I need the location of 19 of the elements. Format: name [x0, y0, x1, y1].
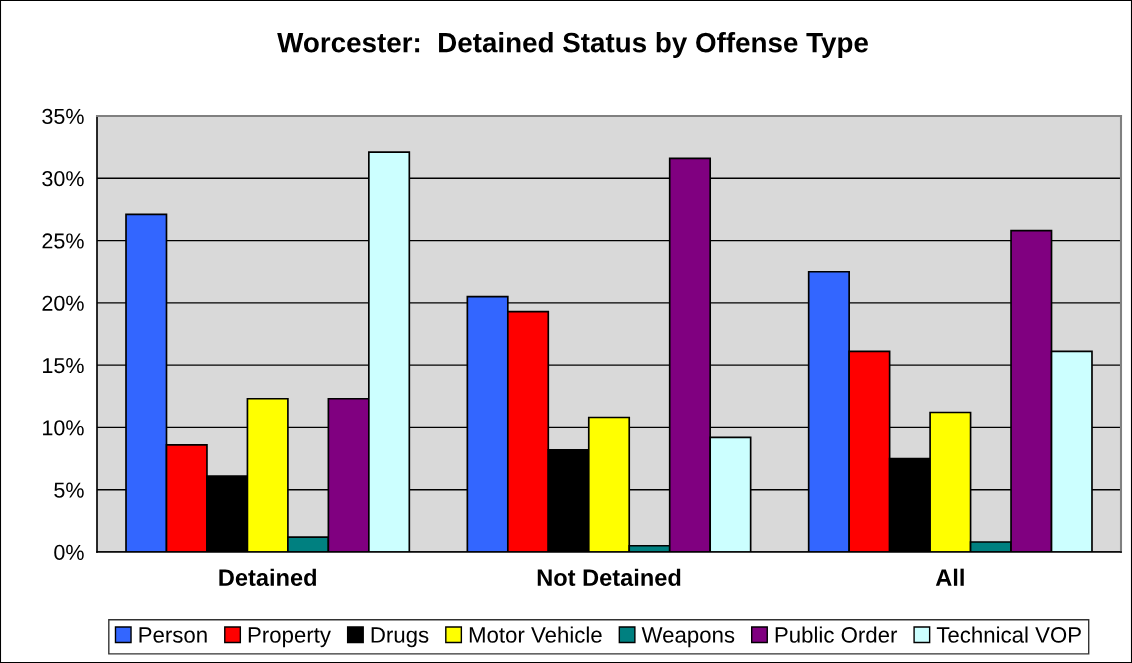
- y-tick-label: 30%: [42, 171, 84, 187]
- x-tick-label: Detained: [219, 568, 316, 587]
- legend-label: Person: [139, 627, 207, 643]
- x-tick-label: Not Detained: [537, 568, 681, 587]
- y-tick-label: 35%: [42, 108, 84, 125]
- legend-label: Technical VOP: [936, 626, 1081, 643]
- y-tick-label: 25%: [42, 233, 84, 249]
- y-tick-label: 5%: [54, 482, 84, 498]
- legend-label: Public Order: [775, 626, 898, 643]
- y-tick-label: 10%: [43, 420, 84, 436]
- legend-label: Drugs: [371, 627, 429, 648]
- y-tick-label: 0%: [54, 544, 84, 561]
- y-tick-label: 15%: [43, 358, 84, 374]
- y-tick-label: 20%: [42, 295, 84, 311]
- x-tick-label: All: [935, 568, 964, 586]
- legend-label: Weapons: [641, 627, 735, 648]
- legend-label: Property: [248, 627, 331, 648]
- legend-label: Motor Vehicle: [469, 626, 602, 643]
- chart-title: Worcester: Detained Status by Offense Type: [277, 32, 868, 58]
